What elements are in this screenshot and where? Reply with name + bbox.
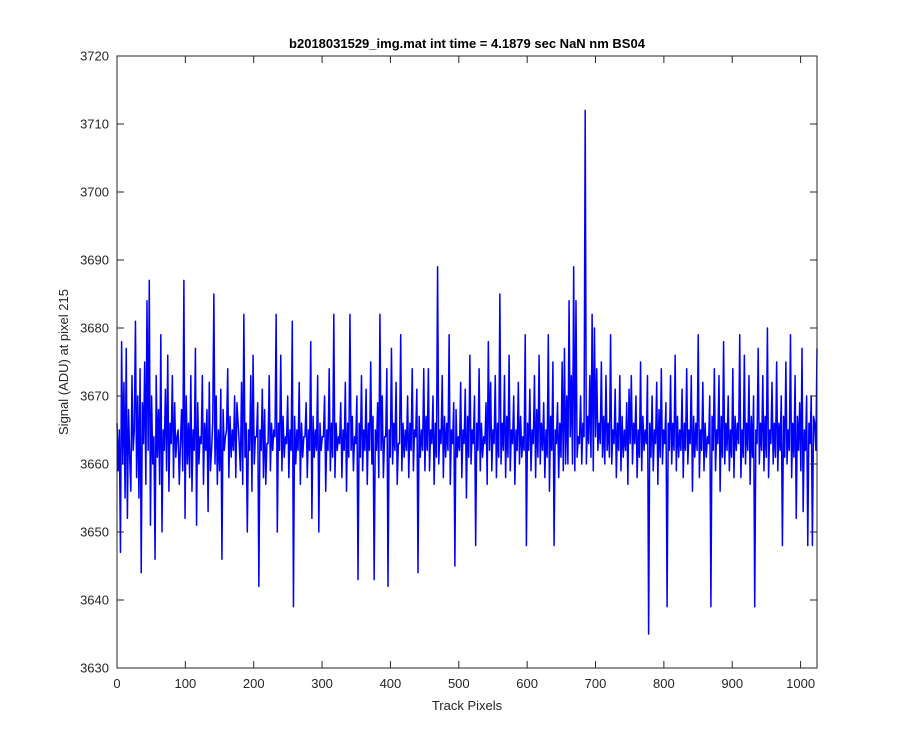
y-tick-label: 3700 (80, 185, 109, 200)
x-tick-label: 1000 (786, 676, 815, 691)
x-tick-label: 700 (585, 676, 607, 691)
plot-area (117, 56, 817, 668)
axes-frame (116, 55, 818, 669)
x-tick-label: 800 (653, 676, 675, 691)
x-tick-label: 900 (721, 676, 743, 691)
y-tick-label: 3690 (80, 253, 109, 268)
x-tick-label: 100 (175, 676, 197, 691)
x-tick-label: 200 (243, 676, 265, 691)
x-tick-label: 400 (380, 676, 402, 691)
y-tick-label: 3640 (80, 593, 109, 608)
x-axis-label: Track Pixels (432, 698, 503, 713)
y-tick-label: 3650 (80, 525, 109, 540)
x-tick-label: 300 (311, 676, 333, 691)
x-tick-label: 500 (448, 676, 470, 691)
x-tick-label: 600 (516, 676, 538, 691)
y-tick-label: 3630 (80, 661, 109, 676)
y-axis-label: Signal (ADU) at pixel 215 (56, 289, 71, 435)
ticks-group: 0 100 200 300 400 500 600 700 800 900 1000 3630 3640… (80, 49, 817, 691)
y-tick-label: 3710 (80, 117, 109, 132)
series-line-0 (116, 109, 818, 635)
chart-title: b2018031529_img.mat int time = 4.1879 se… (289, 36, 646, 51)
y-tick-label: 3660 (80, 457, 109, 472)
series-group (116, 109, 818, 635)
y-tick-label: 3670 (80, 389, 109, 404)
y-tick-label: 3720 (80, 49, 109, 64)
x-tick-label: 0 (113, 676, 120, 691)
y-tick-label: 3680 (80, 321, 109, 336)
